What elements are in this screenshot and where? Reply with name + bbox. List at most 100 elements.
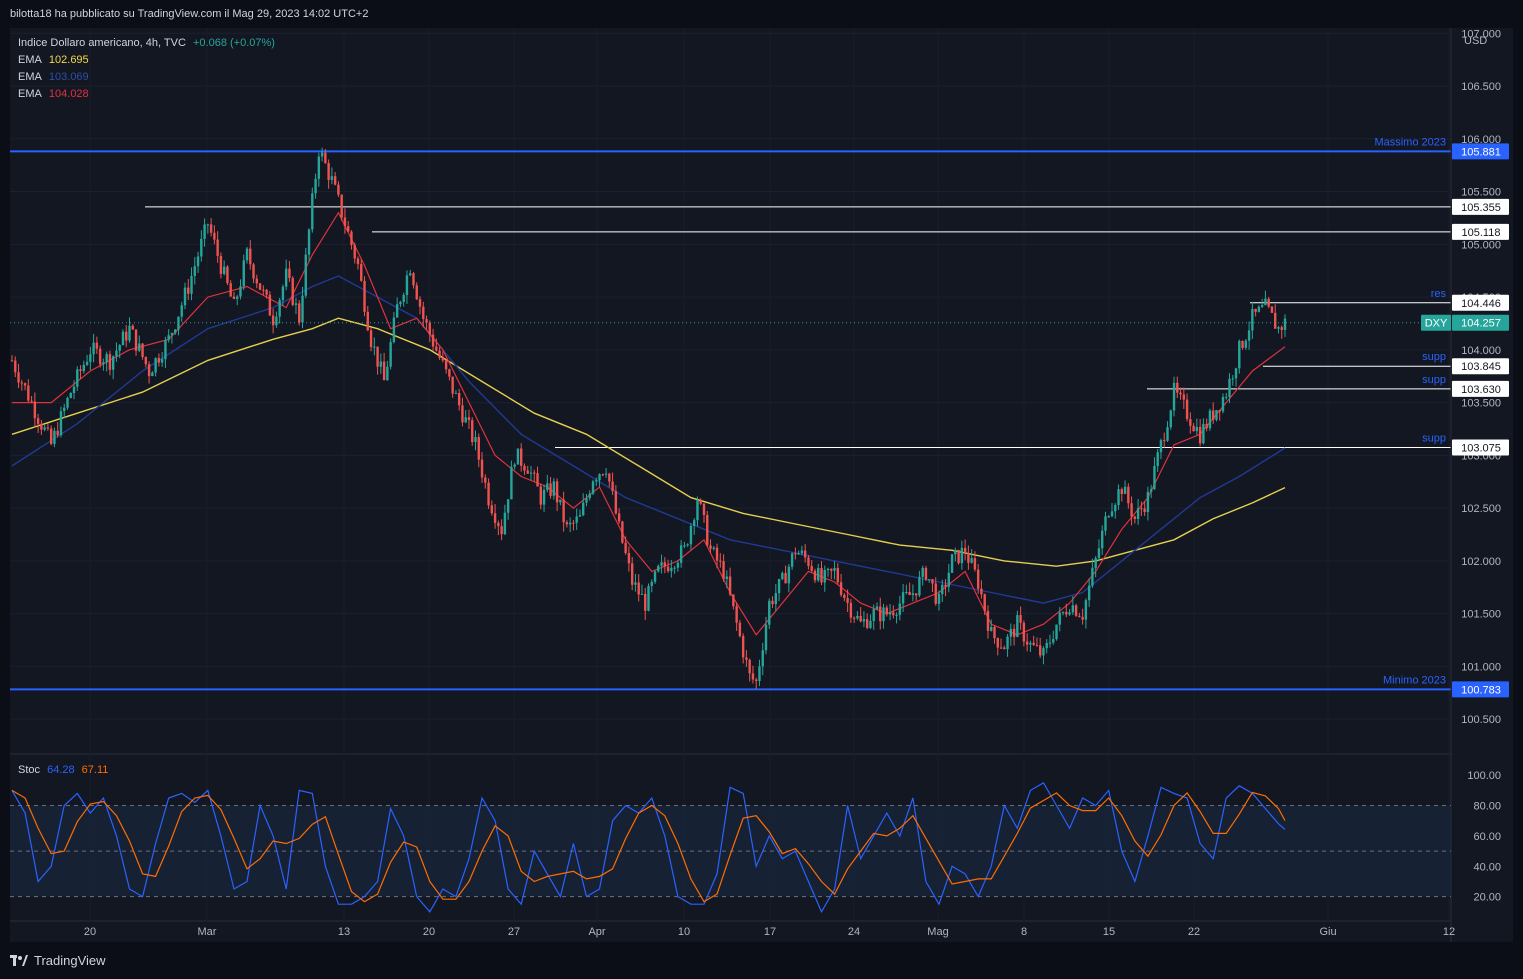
candle-body [441, 357, 445, 361]
candle-body [885, 607, 888, 615]
tradingview-logo-icon [10, 954, 28, 967]
candle-body [206, 224, 210, 226]
candle-body [1065, 611, 1068, 615]
stoch-d-value: 67.11 [81, 764, 109, 776]
price-axis: 107.000106.500106.000105.500105.000104.5… [1421, 28, 1513, 942]
candle-body [56, 430, 59, 436]
candle-body [1061, 611, 1065, 613]
candle-body [817, 567, 820, 581]
candle-body [1097, 548, 1101, 559]
candle-body [1172, 382, 1176, 411]
candle-body [284, 268, 288, 287]
candle-body [229, 283, 232, 297]
candle-body [585, 498, 588, 503]
candle-body [454, 393, 458, 395]
candle-body [555, 481, 559, 503]
price-tick-label: 105.000 [1461, 239, 1501, 251]
candle-body [1136, 508, 1140, 519]
candle-body [826, 568, 830, 571]
candle-body [1149, 489, 1153, 492]
candle-body [353, 245, 356, 259]
publish-info: bilotta18 ha pubblicato su TradingView.c… [10, 8, 369, 20]
candle-body [222, 266, 226, 274]
candle-body [216, 239, 219, 256]
candle-body [1247, 330, 1251, 341]
candle-body [144, 356, 148, 365]
candle-body [457, 393, 461, 406]
candle-body [905, 591, 908, 593]
candle-body [771, 600, 774, 605]
candle-body [258, 283, 262, 290]
candle-body [849, 602, 853, 618]
price-tick-label: 101.000 [1461, 661, 1501, 673]
stoch-d-line [11, 789, 1286, 903]
candle-body [1182, 394, 1186, 400]
candle-body [833, 568, 836, 571]
tradingview-brand[interactable]: TradingView [10, 953, 106, 968]
candle-body [46, 427, 50, 429]
candle-body [640, 593, 644, 595]
candle-body [1009, 628, 1013, 637]
candle-body [764, 624, 768, 651]
candles [10, 147, 1287, 689]
candle-body [288, 268, 291, 279]
candle-body [278, 300, 281, 317]
candle-body [17, 372, 20, 383]
price-tick-label: 102.500 [1461, 503, 1501, 515]
candle-body [59, 411, 63, 436]
legend-symbol-row: Indice Dollaro americano, 4h, TVC +0.068… [18, 35, 279, 52]
candle-body [859, 615, 862, 622]
candle-body [82, 364, 86, 372]
candle-body [715, 547, 719, 561]
level-note: supp [1422, 351, 1446, 363]
level-price-tag [1452, 198, 1509, 215]
candle-body [630, 563, 634, 585]
candle-body [105, 354, 108, 363]
candle-body [1169, 410, 1172, 428]
candle-body [702, 503, 706, 515]
time-tick-label: 10 [678, 926, 690, 938]
candle-body [689, 525, 693, 545]
candle-body [497, 522, 500, 527]
candle-body [399, 301, 402, 305]
candle-body [490, 505, 494, 514]
candle-body [980, 588, 983, 595]
candle-body [350, 231, 353, 246]
legend-ema-row: EMA 103.069 [18, 69, 279, 86]
level-price-label: 105.355 [1461, 202, 1501, 214]
candle-body [794, 553, 797, 555]
candle-body [330, 176, 334, 180]
chart-frame[interactable]: Massimo 2023 res supp supp supp Minimo 2023 1… [10, 28, 1513, 942]
level-price-tag [1452, 358, 1509, 375]
ema-lines [11, 211, 1286, 636]
candle-body [941, 584, 944, 595]
time-tick-label: Mag [927, 926, 948, 938]
candle-body [784, 572, 787, 584]
time-tick-label: 13 [338, 926, 350, 938]
candle-body [712, 547, 715, 549]
candle-body [983, 594, 986, 611]
candle-body [1283, 318, 1287, 330]
candle-body [653, 571, 657, 582]
candle-body [1117, 489, 1120, 506]
candle-body [1156, 452, 1159, 466]
candle-body [578, 515, 582, 517]
legend-ema-row: EMA 102.695 [18, 52, 279, 69]
candle-body [1260, 305, 1264, 307]
candle-body [242, 260, 245, 287]
candle-body [461, 405, 464, 423]
level-price-label: 103.075 [1461, 442, 1501, 454]
candle-body [154, 358, 157, 373]
candle-body [1264, 298, 1267, 306]
candle-body [673, 567, 676, 569]
time-tick-label: 22 [1188, 926, 1200, 938]
candle-body [608, 473, 611, 482]
candle-body [311, 193, 314, 230]
chart-svg[interactable]: Massimo 2023 res supp supp supp Minimo 2023 1… [10, 28, 1513, 942]
candle-body [810, 565, 813, 571]
candle-body [657, 565, 660, 572]
candle-body [451, 376, 454, 394]
candle-body [1198, 426, 1202, 444]
stoch-legend: Stoc 64.28 67.11 [18, 764, 108, 776]
candle-body [484, 477, 487, 483]
